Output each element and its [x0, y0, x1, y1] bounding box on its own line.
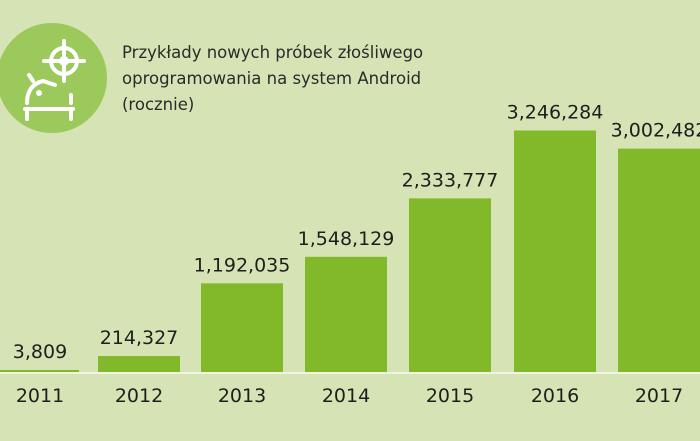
x-tick-2012: 2012	[115, 385, 163, 407]
x-tick-2016: 2016	[531, 385, 579, 407]
chart-title: Przykłady nowych próbek złośliwego oprog…	[122, 43, 424, 114]
value-label-2015: 2,333,777	[402, 169, 499, 191]
android-target-icon	[0, 23, 107, 133]
value-label-2017: 3,002,482	[611, 120, 700, 142]
x-tick-2013: 2013	[218, 385, 266, 407]
value-label-2014: 1,548,129	[298, 228, 395, 250]
bar-2017	[618, 148, 700, 372]
value-label-2011: 3,809	[13, 341, 67, 363]
bar-2015	[409, 198, 491, 372]
value-label-2013: 1,192,035	[194, 254, 291, 276]
bar-2011	[0, 370, 79, 372]
value-label-2012: 214,327	[100, 327, 179, 349]
x-tick-2015: 2015	[426, 385, 474, 407]
value-label-2016: 3,246,284	[507, 101, 604, 123]
bar-2012	[98, 356, 180, 372]
bar-2016	[514, 130, 596, 372]
x-tick-2011: 2011	[16, 385, 64, 407]
bar-2014	[305, 256, 387, 372]
x-tick-2017: 2017	[635, 385, 683, 407]
x-tick-2014: 2014	[322, 385, 370, 407]
bar-2013	[201, 283, 283, 372]
